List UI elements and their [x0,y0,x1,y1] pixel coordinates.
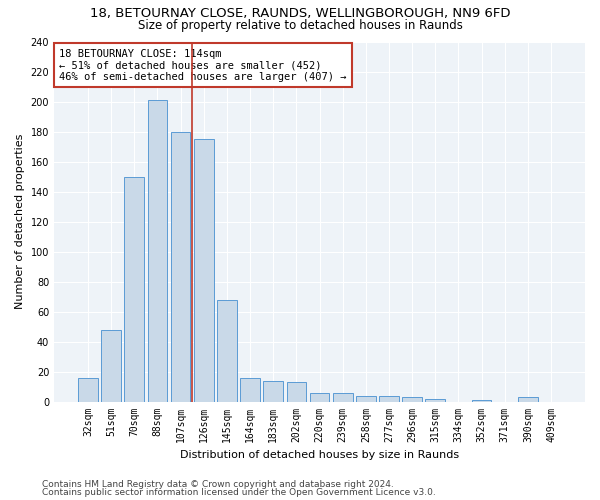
Text: 18, BETOURNAY CLOSE, RAUNDS, WELLINGBOROUGH, NN9 6FD: 18, BETOURNAY CLOSE, RAUNDS, WELLINGBORO… [90,8,510,20]
Y-axis label: Number of detached properties: Number of detached properties [15,134,25,309]
Bar [78,378,98,402]
Bar [287,382,306,402]
Bar [101,330,121,402]
Bar [379,396,399,402]
Bar [333,392,353,402]
Bar [310,392,329,402]
X-axis label: Distribution of detached houses by size in Raunds: Distribution of detached houses by size … [180,450,459,460]
Bar [518,397,538,402]
Bar [472,400,491,402]
Text: Contains HM Land Registry data © Crown copyright and database right 2024.: Contains HM Land Registry data © Crown c… [42,480,394,489]
Bar [124,176,144,402]
Text: Size of property relative to detached houses in Raunds: Size of property relative to detached ho… [137,19,463,32]
Bar [171,132,190,402]
Bar [240,378,260,402]
Bar [263,380,283,402]
Bar [217,300,237,402]
Bar [425,398,445,402]
Bar [402,397,422,402]
Bar [148,100,167,402]
Bar [194,139,214,402]
Bar [356,396,376,402]
Text: Contains public sector information licensed under the Open Government Licence v3: Contains public sector information licen… [42,488,436,497]
Text: 18 BETOURNAY CLOSE: 114sqm
← 51% of detached houses are smaller (452)
46% of sem: 18 BETOURNAY CLOSE: 114sqm ← 51% of deta… [59,48,347,82]
